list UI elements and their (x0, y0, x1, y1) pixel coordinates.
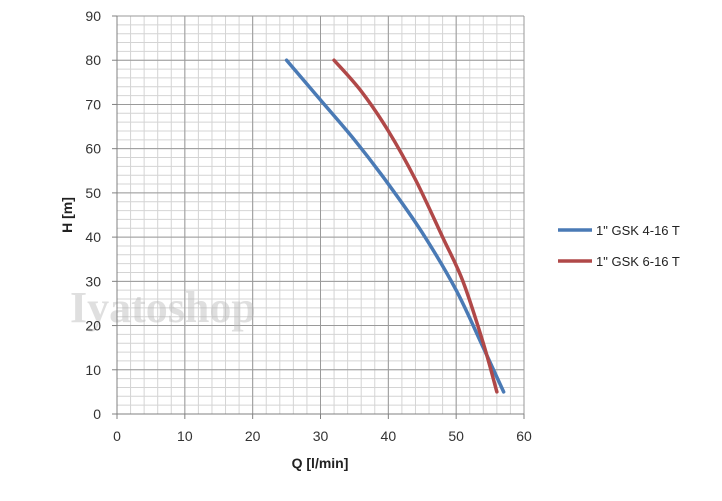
y-tick-label: 60 (85, 141, 101, 157)
y-tick-label: 30 (85, 273, 101, 289)
x-tick-labels: 0 10 20 30 40 50 60 (113, 428, 532, 444)
x-tick-label: 40 (381, 428, 397, 444)
x-axis-title: Q [l/min] (292, 455, 349, 471)
legend-label-2: 1" GSK 6-16 T (596, 254, 680, 269)
y-tick-label: 80 (85, 52, 101, 68)
y-tick-label: 10 (85, 362, 101, 378)
x-tick-label: 10 (177, 428, 193, 444)
x-tick-label: 0 (113, 428, 121, 444)
y-tick-label: 70 (85, 96, 101, 112)
x-tick-label: 30 (313, 428, 329, 444)
legend: 1" GSK 4-16 T 1" GSK 6-16 T (558, 223, 680, 269)
y-tick-label: 40 (85, 229, 101, 245)
y-tick-label: 50 (85, 185, 101, 201)
y-axis-title: H [m] (59, 197, 75, 233)
y-tick-labels: 0 10 20 30 40 50 60 70 80 90 (85, 8, 101, 422)
major-gridlines (116, 15, 525, 415)
series-line-2 (332, 58, 499, 394)
x-tick-label: 20 (245, 428, 261, 444)
watermark: Iyatoshop (70, 283, 256, 332)
y-tick-label: 0 (93, 406, 101, 422)
y-tick-label: 20 (85, 318, 101, 334)
y-tick-label: 90 (85, 8, 101, 24)
x-tick-label: 50 (448, 428, 464, 444)
series-line-1 (284, 58, 506, 394)
axes (112, 15, 525, 419)
series-lines (284, 58, 506, 394)
x-tick-label: 60 (516, 428, 532, 444)
legend-label-1: 1" GSK 4-16 T (596, 223, 680, 238)
